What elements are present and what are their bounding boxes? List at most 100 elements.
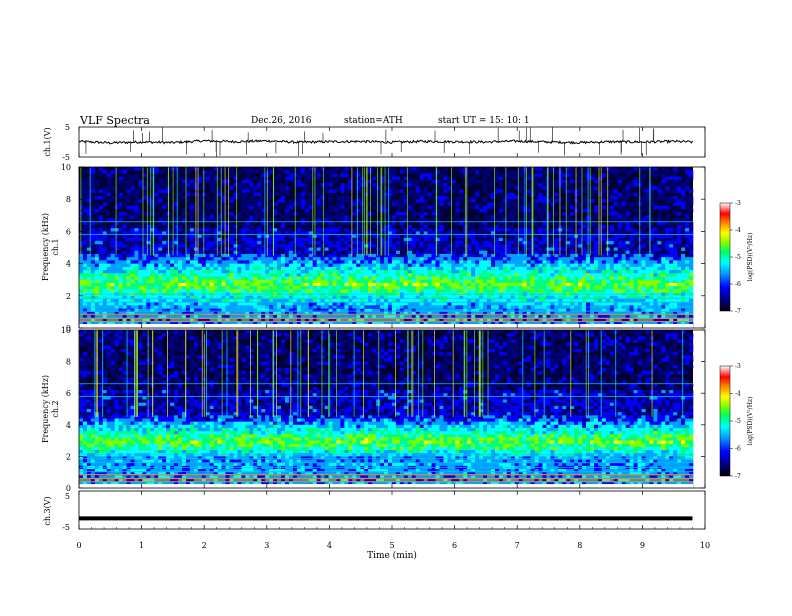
spectrogram-cell [277,254,281,258]
spectrogram-cell [138,273,142,277]
spectrogram-cell [372,241,376,245]
spectrogram-cell [436,257,440,261]
spectrogram-cell [487,260,491,264]
spectrogram-cell [194,270,198,274]
spectrogram-cell [277,283,281,287]
spectrogram-cell [154,186,158,190]
spectrogram-cell [523,286,527,290]
spectrogram-cell [182,260,186,264]
spectrogram-cell [241,206,245,210]
spectrogram-cell [241,190,245,194]
spectrogram-cell [424,173,428,177]
spectrogram-cell [111,170,115,174]
spectrogram-cell [424,225,428,229]
spectrogram-cell [115,276,119,280]
spectrogram-cell [344,244,348,248]
spectrogram-cell [436,280,440,284]
spectrogram-cell [333,241,337,245]
spectrogram-cell [352,309,356,313]
spectrogram-cell [245,264,249,268]
spectrogram-cell [321,212,325,216]
spectrogram-cell [475,309,479,313]
spectrogram-cell [138,235,142,239]
spectrogram-cell [348,273,352,277]
spectrogram-cell [285,296,289,300]
spectrogram-cell [134,235,138,239]
spectrogram-cell [107,286,111,290]
spectrogram-cell [443,238,447,242]
spectrogram-cell [380,260,384,264]
spectrogram-cell [99,270,103,274]
spectrogram-cell [79,280,83,284]
spectrogram-cell [107,280,111,284]
spectrogram-cell [245,289,249,293]
spectrogram-cell [420,173,424,177]
spectrogram-cell [123,302,127,306]
spectrogram-cell [162,309,166,313]
spectrogram-cell [194,280,198,284]
spectrogram-cell [91,177,95,181]
spectrogram-cell [495,248,499,252]
figure-title: VLF Spectra [79,114,150,127]
spectrogram-cell [95,267,99,271]
spectrogram-cell [507,202,511,206]
spectrogram-cell [531,289,535,293]
spectrogram-cell [479,248,483,252]
spectrogram-cell [519,180,523,184]
spectrogram-cell [218,289,222,293]
spectrogram-cell [519,209,523,213]
spectrogram-cell [542,209,546,213]
spectrogram-cell [317,302,321,306]
spectrogram-cell [344,296,348,300]
spectrogram-cell [162,222,166,226]
spectrogram-cell [186,177,190,181]
spectrogram-cell [455,244,459,248]
spectrogram-cell [420,190,424,194]
spectrogram-cell [87,296,91,300]
spectrogram-cell [467,289,471,293]
spectrogram-cell [376,248,380,252]
spectrogram-cell [352,228,356,232]
spectrogram-cell [269,280,273,284]
spectrogram-cell [289,302,293,306]
spectrogram-cell [336,202,340,206]
spectrogram-cell [111,267,115,271]
spectrogram-cell [289,283,293,287]
spectrogram-cell [432,173,436,177]
spectrogram-cell [131,244,135,248]
spectrogram-cell [91,264,95,268]
spectrogram-cell [269,264,273,268]
spectrogram-cell [348,264,352,268]
spectrogram-cell [170,183,174,187]
spectrogram-cell [325,186,329,190]
spectrogram-cell [285,215,289,219]
spectrogram-cell [542,286,546,290]
spectrogram-cell [356,264,360,268]
spectrogram-cell [158,222,162,226]
spectrogram-cell [257,235,261,239]
spectrogram-cell [305,309,309,313]
spectrogram-cell [230,264,234,268]
spectrogram-cell [158,264,162,268]
spectrogram-cell [329,283,333,287]
spectrogram-cell [230,276,234,280]
spectrogram-cell [443,257,447,261]
spectrogram-cell [483,209,487,213]
spectrogram-cell [333,280,337,284]
spectrogram-cell [396,180,400,184]
spectrogram-cell [400,241,404,245]
spectrogram-cell [380,280,384,284]
spectrogram-cell [447,251,451,255]
spectrogram-cell [360,309,364,313]
spectrogram-cell [119,241,123,245]
spectrogram-cell [455,235,459,239]
spectrogram-cell [436,309,440,313]
spectrogram-cell [289,273,293,277]
spectrogram-cell [439,280,443,284]
spectrogram-cell [233,225,237,229]
spectrogram-cell [483,257,487,261]
spectrogram-cell [519,238,523,242]
spectrogram-cell [127,289,131,293]
spectrogram-cell [495,257,499,261]
spectrogram-cell [340,222,344,226]
